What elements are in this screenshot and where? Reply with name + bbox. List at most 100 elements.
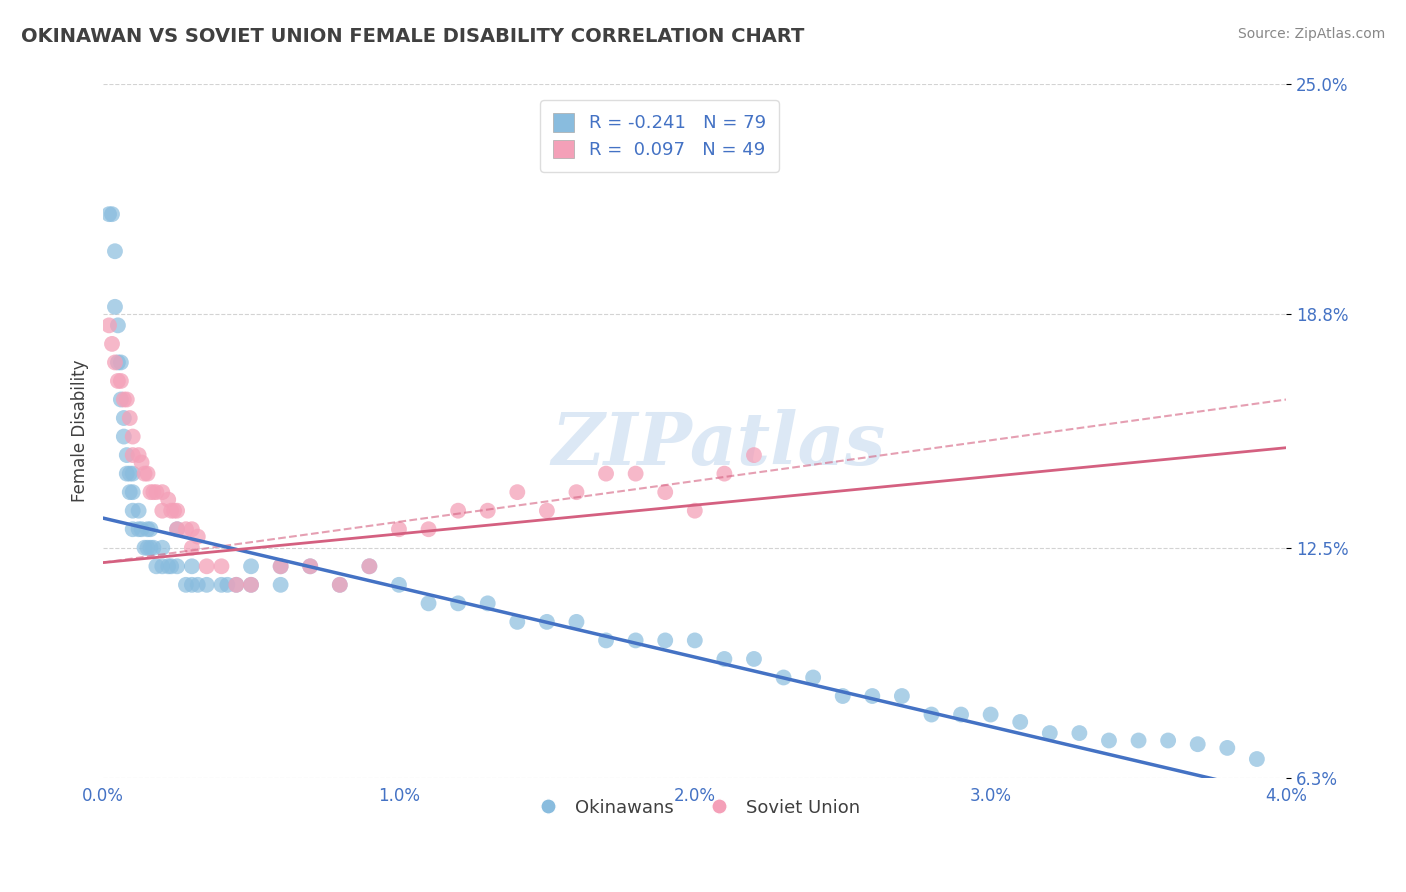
- Point: [107, 355, 129, 369]
- Point: [329, 578, 352, 592]
- Point: [166, 522, 188, 536]
- Point: [139, 541, 162, 555]
- Point: [174, 522, 197, 536]
- Point: [1157, 733, 1180, 747]
- Point: [180, 578, 202, 592]
- Point: [1128, 733, 1150, 747]
- Point: [110, 374, 132, 388]
- Point: [772, 671, 794, 685]
- Point: [128, 522, 150, 536]
- Point: [118, 411, 141, 425]
- Point: [890, 689, 912, 703]
- Point: [174, 578, 197, 592]
- Point: [98, 318, 121, 333]
- Point: [447, 504, 470, 518]
- Point: [139, 522, 162, 536]
- Point: [115, 392, 138, 407]
- Point: [128, 448, 150, 462]
- Point: [217, 578, 239, 592]
- Point: [121, 467, 143, 481]
- Point: [742, 448, 765, 462]
- Point: [920, 707, 942, 722]
- Point: [118, 467, 141, 481]
- Point: [110, 392, 132, 407]
- Point: [187, 578, 209, 592]
- Point: [110, 355, 132, 369]
- Point: [211, 578, 233, 592]
- Point: [1216, 740, 1239, 755]
- Point: [418, 596, 440, 610]
- Point: [142, 541, 165, 555]
- Point: [136, 541, 159, 555]
- Point: [160, 559, 183, 574]
- Point: [713, 467, 735, 481]
- Point: [195, 559, 218, 574]
- Point: [121, 448, 143, 462]
- Point: [240, 559, 263, 574]
- Point: [654, 633, 676, 648]
- Point: [115, 448, 138, 462]
- Point: [240, 578, 263, 592]
- Point: [225, 578, 247, 592]
- Point: [565, 615, 588, 629]
- Point: [713, 652, 735, 666]
- Point: [624, 467, 647, 481]
- Point: [506, 485, 529, 500]
- Point: [1098, 733, 1121, 747]
- Point: [388, 522, 411, 536]
- Point: [187, 530, 209, 544]
- Point: [624, 633, 647, 648]
- Point: [150, 485, 173, 500]
- Point: [136, 467, 159, 481]
- Point: [1069, 726, 1091, 740]
- Point: [142, 485, 165, 500]
- Point: [683, 504, 706, 518]
- Point: [104, 300, 127, 314]
- Point: [160, 504, 183, 518]
- Point: [211, 559, 233, 574]
- Point: [180, 522, 202, 536]
- Point: [418, 522, 440, 536]
- Point: [270, 559, 292, 574]
- Point: [121, 429, 143, 443]
- Point: [107, 374, 129, 388]
- Point: [801, 671, 824, 685]
- Point: [121, 504, 143, 518]
- Point: [225, 578, 247, 592]
- Text: OKINAWAN VS SOVIET UNION FEMALE DISABILITY CORRELATION CHART: OKINAWAN VS SOVIET UNION FEMALE DISABILI…: [21, 27, 804, 45]
- Point: [101, 337, 124, 351]
- Point: [118, 485, 141, 500]
- Point: [299, 559, 322, 574]
- Point: [112, 411, 135, 425]
- Y-axis label: Female Disability: Female Disability: [72, 359, 89, 502]
- Point: [121, 485, 143, 500]
- Point: [134, 467, 156, 481]
- Point: [536, 615, 558, 629]
- Point: [107, 318, 129, 333]
- Point: [150, 559, 173, 574]
- Point: [595, 633, 617, 648]
- Point: [683, 633, 706, 648]
- Point: [166, 522, 188, 536]
- Point: [270, 559, 292, 574]
- Point: [136, 522, 159, 536]
- Point: [131, 522, 153, 536]
- Point: [1010, 714, 1032, 729]
- Point: [180, 541, 202, 555]
- Point: [270, 578, 292, 592]
- Point: [98, 207, 121, 221]
- Point: [447, 596, 470, 610]
- Point: [157, 492, 180, 507]
- Point: [112, 429, 135, 443]
- Point: [950, 707, 973, 722]
- Point: [860, 689, 883, 703]
- Point: [831, 689, 853, 703]
- Point: [104, 355, 127, 369]
- Point: [329, 578, 352, 592]
- Text: ZIPatlas: ZIPatlas: [551, 409, 886, 481]
- Point: [654, 485, 676, 500]
- Point: [506, 615, 529, 629]
- Point: [163, 504, 186, 518]
- Point: [742, 652, 765, 666]
- Point: [477, 596, 499, 610]
